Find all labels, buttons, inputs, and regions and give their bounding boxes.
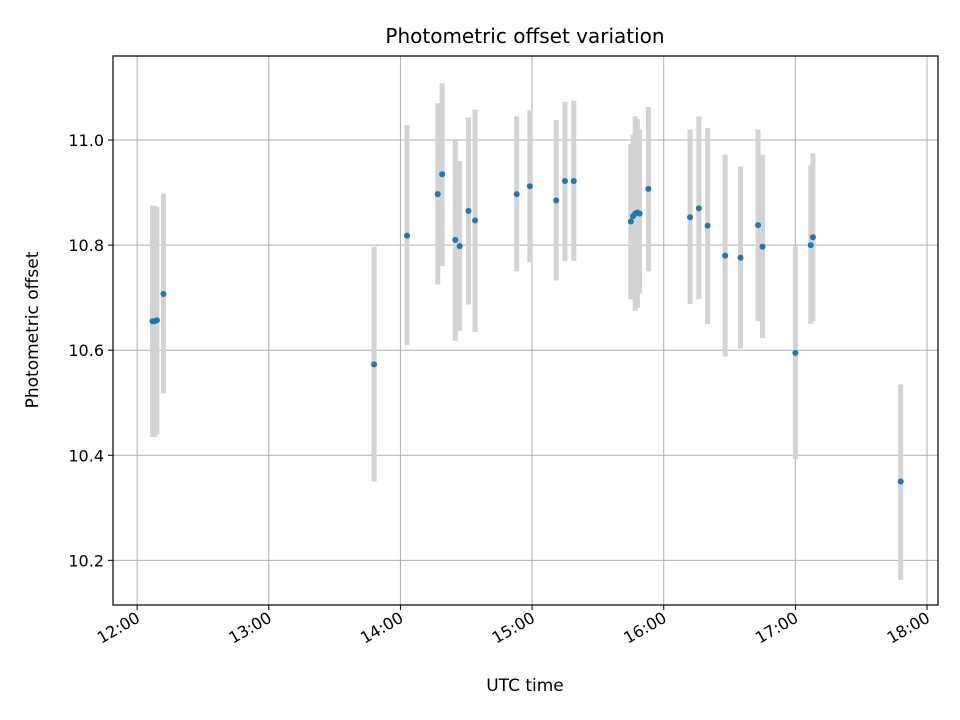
data-point <box>160 290 167 297</box>
data-point <box>561 178 568 185</box>
data-point <box>809 234 816 241</box>
y-axis-ticks: 10.2 10.4 10.6 10.8 11.0 <box>68 131 113 570</box>
chart-title: Photometric offset variation <box>385 24 664 48</box>
data-point <box>636 210 643 217</box>
plot-area <box>113 56 938 605</box>
data-point <box>722 252 729 259</box>
plot-frame <box>112 55 939 606</box>
data-point <box>371 361 378 368</box>
data-point <box>465 207 472 214</box>
y-tick-label: 10.4 <box>68 446 104 465</box>
y-tick-label: 10.8 <box>68 236 104 255</box>
data-point <box>792 349 799 356</box>
data-point <box>434 191 441 198</box>
y-tick-label: 10.2 <box>68 551 104 570</box>
data-point <box>456 243 463 250</box>
data-point <box>513 191 520 198</box>
data-point <box>472 217 479 224</box>
data-point <box>526 183 533 190</box>
data-point <box>737 254 744 261</box>
data-point <box>153 317 160 324</box>
data-point <box>570 178 577 185</box>
data-point <box>759 243 766 250</box>
y-tick-label: 10.6 <box>68 341 104 360</box>
x-axis-title: UTC time <box>486 676 564 696</box>
data-point <box>627 218 634 225</box>
data-point <box>695 205 702 212</box>
data-point <box>897 478 904 485</box>
y-tick-label: 11.0 <box>68 131 104 150</box>
data-point <box>645 185 652 192</box>
data-point <box>807 242 814 249</box>
data-point <box>553 197 560 204</box>
data-point <box>439 171 446 178</box>
data-point <box>404 232 411 239</box>
y-axis-title: Photometric offset <box>23 251 43 408</box>
data-point <box>704 222 711 229</box>
data-point <box>687 214 694 221</box>
data-points <box>149 171 904 485</box>
data-point <box>452 236 459 243</box>
data-point <box>755 222 762 229</box>
grid <box>113 56 938 605</box>
